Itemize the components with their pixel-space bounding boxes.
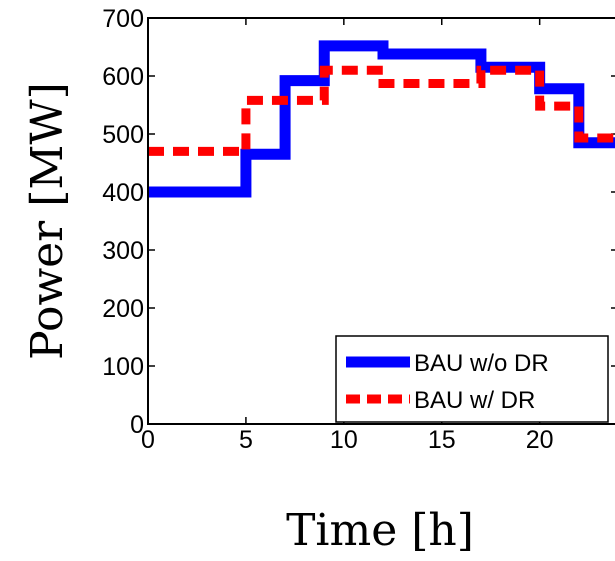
x-tick-label-5: 5 (239, 426, 253, 454)
y-tick-label-700: 700 (102, 5, 144, 33)
y-tick-label-600: 600 (102, 63, 144, 91)
x-tick-labels: 0 5 10 15 20 (141, 426, 554, 454)
plot-area-frame (147, 17, 615, 425)
y-tick-label-500: 500 (102, 121, 144, 149)
x-tick-label-20: 20 (526, 426, 554, 454)
legend-label-bau-with-dr: BAU w/ DR (414, 387, 535, 414)
series-line-bau-with-dr (148, 65, 615, 156)
x-tick-label-15: 15 (428, 426, 456, 454)
y-tick-label-300: 300 (102, 237, 144, 265)
x-axis-label: Time [h] (286, 505, 474, 556)
y-tick-label-0: 0 (130, 411, 144, 439)
series-line-bau-without-dr (148, 40, 615, 198)
y-tick-label-100: 100 (102, 353, 144, 381)
series-lines (148, 40, 615, 198)
legend-box (335, 335, 609, 423)
y-tick-label-400: 400 (102, 179, 144, 207)
y-axis-label: Power [MW] (22, 82, 73, 360)
y-tick-labels: 0 100 200 300 400 500 600 700 (102, 5, 144, 439)
x-tick-label-0: 0 (141, 426, 155, 454)
legend: BAU w/o DR BAU w/ DR (335, 335, 609, 423)
y-tick-label-200: 200 (102, 295, 144, 323)
legend-label-bau-without-dr: BAU w/o DR (414, 350, 549, 377)
x-tick-label-10: 10 (330, 426, 358, 454)
